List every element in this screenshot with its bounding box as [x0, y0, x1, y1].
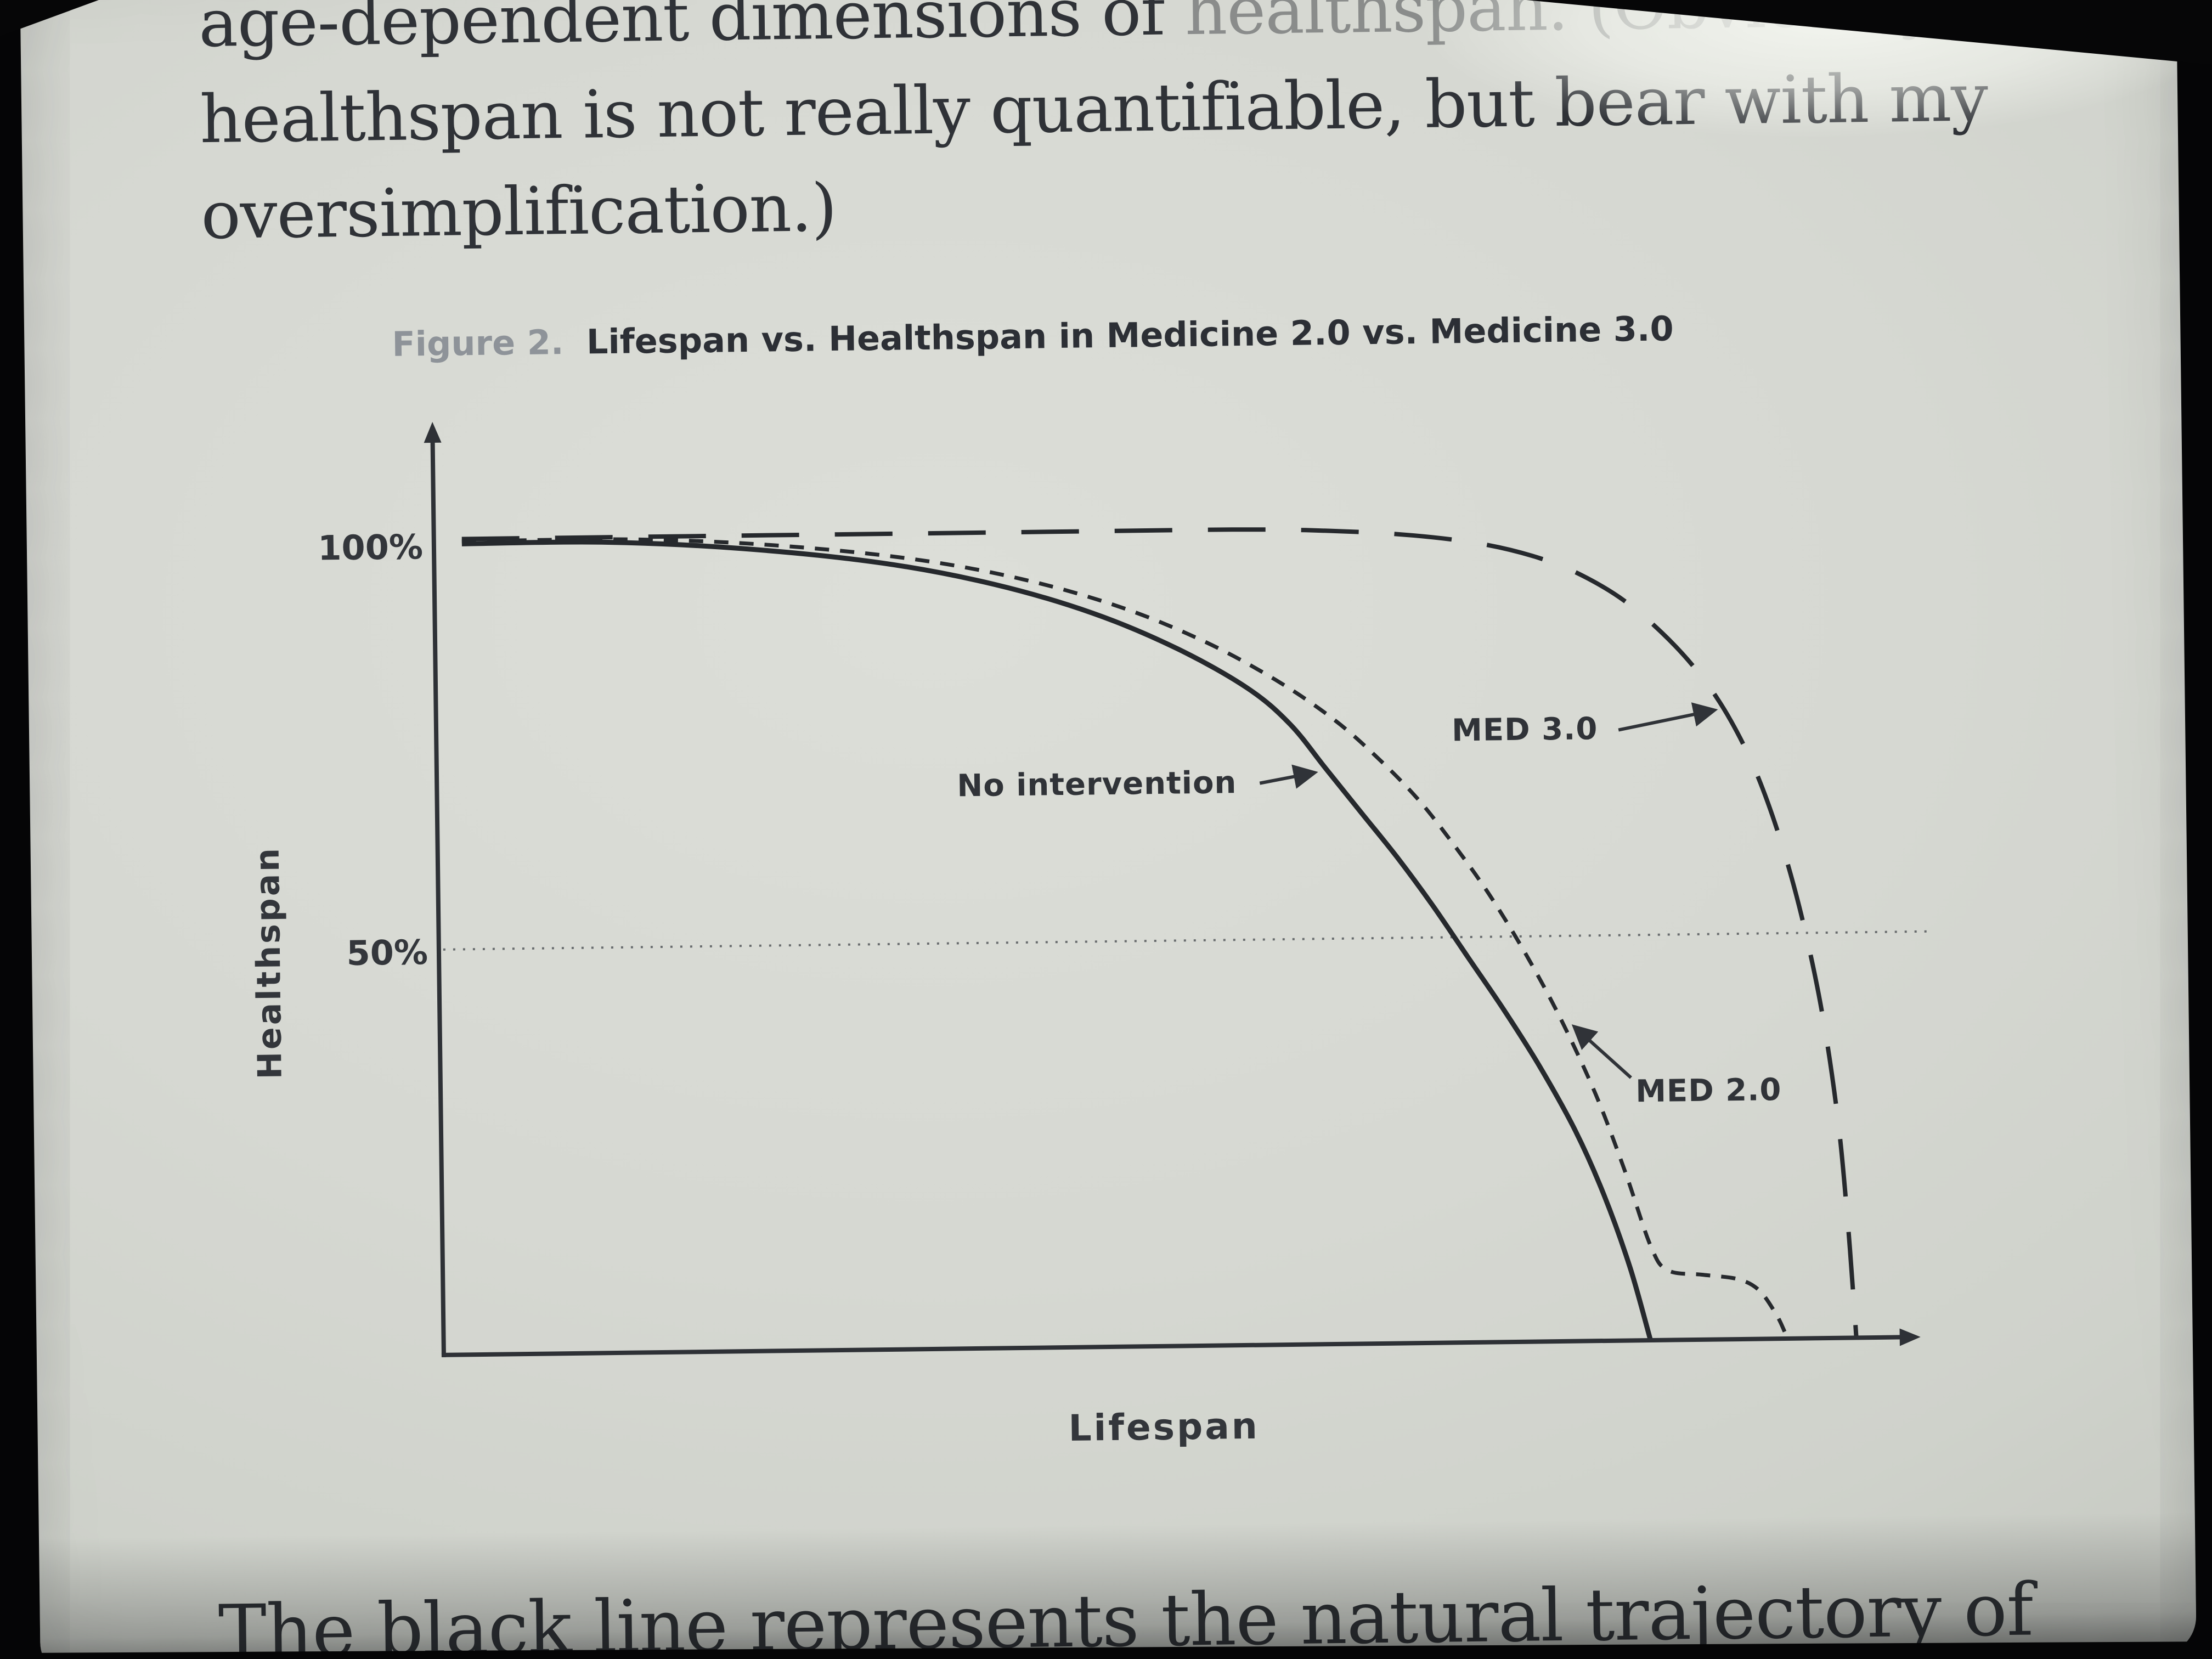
x-axis-title: Lifespan [1068, 1405, 1260, 1449]
med2-label: MED 2.0 [1635, 1072, 1782, 1109]
text-line-1-start: age-dependent dimensions of [198, 0, 1186, 63]
x-axis [441, 1335, 1902, 1357]
fifty-percent-dotted-line [443, 930, 1930, 951]
y-axis-arrow-icon [424, 421, 442, 443]
no-intervention-curve [461, 539, 1653, 1341]
y-axis-title: Healthspan [249, 846, 290, 1080]
figure-2-chart: 100% 50% Healthspan Lifespan No interven… [249, 421, 1930, 1449]
no-intervention-arrow [1259, 764, 1318, 789]
med2-arrow [1571, 1024, 1632, 1079]
x-axis-arrow-icon [1899, 1328, 1921, 1346]
med2-curve [461, 537, 1787, 1333]
no-intervention-label: No intervention [957, 765, 1237, 804]
med3-label: MED 3.0 [1452, 711, 1598, 748]
ytick-50: 50% [346, 932, 428, 973]
paragraph-top: age-dependent dimensions of healthspan. … [198, 0, 1989, 264]
ytick-100: 100% [318, 527, 423, 568]
med3-arrow [1618, 702, 1718, 732]
y-axis [430, 440, 446, 1357]
med3-curve [461, 527, 1859, 1338]
ereader-page[interactable]: age-dependent dimensions of healthspan. … [20, 0, 2197, 1659]
